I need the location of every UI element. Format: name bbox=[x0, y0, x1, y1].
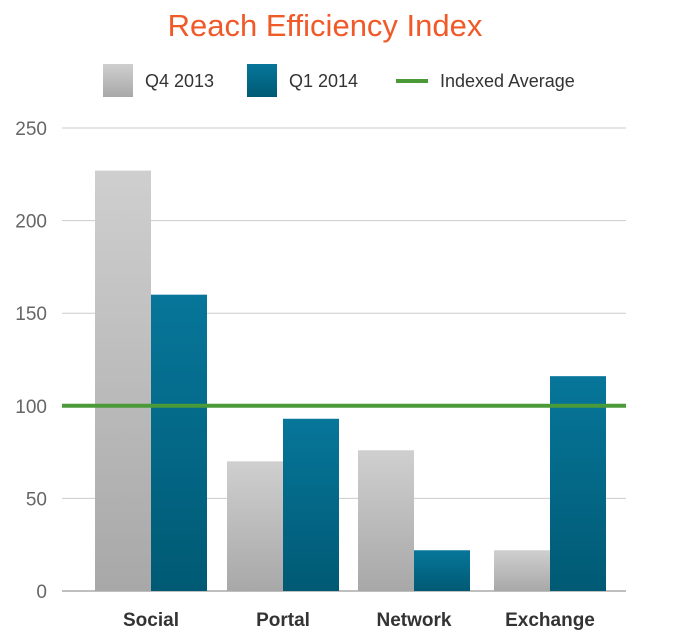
bar-network-q4-2013 bbox=[358, 450, 414, 591]
bar-social-q4-2013 bbox=[95, 170, 151, 591]
bar-exchange-q1-2014 bbox=[550, 376, 606, 591]
x-tick-label-network: Network bbox=[377, 610, 452, 631]
y-tick-label-200: 200 bbox=[15, 212, 47, 233]
legend-swatch-q4-2013 bbox=[103, 64, 133, 97]
y-tick-label-0: 0 bbox=[36, 582, 47, 603]
legend: Q4 2013 Q1 2014 Indexed Average bbox=[103, 64, 575, 97]
y-tick-label-100: 100 bbox=[15, 397, 47, 418]
y-tick-label-50: 50 bbox=[26, 489, 47, 510]
y-tick-label-250: 250 bbox=[15, 119, 47, 140]
bar-portal-q4-2013 bbox=[227, 461, 283, 591]
x-tick-label-portal: Portal bbox=[256, 610, 310, 631]
chart-title: Reach Efficiency Index bbox=[168, 8, 483, 43]
legend-label-q4-2013: Q4 2013 bbox=[145, 71, 214, 91]
bar-exchange-q4-2013 bbox=[494, 550, 550, 591]
bar-social-q1-2014 bbox=[151, 294, 207, 591]
legend-label-q1-2014: Q1 2014 bbox=[289, 71, 358, 91]
legend-label-indexed-average: Indexed Average bbox=[440, 71, 575, 91]
x-tick-label-exchange: Exchange bbox=[505, 610, 595, 631]
y-tick-label-150: 150 bbox=[15, 304, 47, 325]
bar-portal-q1-2014 bbox=[283, 418, 339, 591]
legend-swatch-q1-2014 bbox=[247, 64, 277, 97]
x-axis-tick-labels: Social Portal Network Exchange bbox=[123, 610, 595, 631]
bars bbox=[95, 170, 606, 591]
bar-network-q1-2014 bbox=[414, 550, 470, 591]
y-axis-tick-labels: 0 50 100 150 200 250 bbox=[15, 119, 47, 603]
x-tick-label-social: Social bbox=[123, 610, 179, 631]
